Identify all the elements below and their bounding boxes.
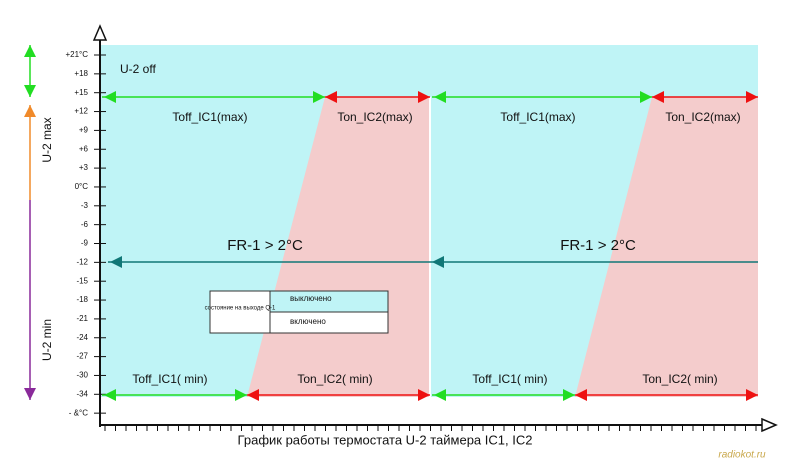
legend-text: выключено: [290, 294, 332, 303]
label: Toff_IC1( min): [472, 372, 547, 386]
y-tick-label: -18: [76, 295, 88, 304]
arrow-head: [746, 389, 758, 401]
x-arrow: [761, 417, 778, 433]
y-tick-label: +15: [74, 88, 88, 97]
label: Ton_IC2(max): [665, 110, 740, 124]
zone-label: U-2 max: [40, 117, 54, 162]
arrow-head: [24, 105, 36, 117]
arrow-head: [325, 91, 337, 103]
y-tick-label: - &°C: [69, 408, 88, 417]
arrow-head: [235, 389, 247, 401]
y-tick-label: -12: [76, 257, 88, 266]
arrow-head: [104, 389, 116, 401]
arrow-head: [24, 388, 36, 400]
y-tick-label: +3: [79, 163, 89, 172]
y-tick-label: +18: [74, 69, 88, 78]
arrow-head: [432, 256, 444, 268]
legend: состояние на выходе Q-1 выключено включе…: [205, 290, 389, 334]
y-arrow: [92, 24, 108, 41]
arrow-head: [640, 91, 652, 103]
y-tick-label: -30: [76, 371, 88, 380]
label: Toff_IC1(max): [500, 110, 575, 124]
arrow-head: [434, 389, 446, 401]
legend-text: включено: [290, 317, 326, 326]
y-tick-label: -3: [81, 201, 89, 210]
arrow-head: [418, 389, 430, 401]
zone-label: U-2 min: [40, 319, 54, 361]
arrow-head: [652, 91, 664, 103]
pink-zone: [575, 97, 758, 397]
arrow-head: [313, 91, 325, 103]
arrow-head: [24, 85, 36, 97]
y-tick-label: 0°C: [75, 182, 89, 191]
y-tick-label: +9: [79, 126, 89, 135]
y-tick-label: -15: [76, 276, 88, 285]
y-tick-label: -9: [81, 239, 89, 248]
legend-state: состояние на выходе Q-1: [205, 306, 276, 312]
label: Ton_IC2( min): [297, 372, 372, 386]
y-tick-label: +12: [74, 107, 88, 116]
label: Toff_IC1( min): [132, 372, 207, 386]
zone-label: U-2 off: [120, 62, 156, 76]
label: Ton_IC2(max): [337, 110, 412, 124]
y-tick-label: -24: [76, 333, 88, 342]
arrow-head: [563, 389, 575, 401]
arrow-head: [434, 91, 446, 103]
label: Toff_IC1(max): [172, 110, 247, 124]
y-tick-label: +6: [79, 144, 89, 153]
watermark: radiokot.ru: [718, 450, 766, 461]
y-tick-label: -6: [81, 220, 89, 229]
label: Ton_IC2( min): [642, 372, 717, 386]
label: FR-1 > 2°C: [227, 237, 303, 254]
arrow-head: [247, 389, 259, 401]
y-tick-label: -21: [76, 314, 88, 323]
y-tick-label: -34: [76, 389, 88, 398]
y-tick-label: +21°C: [65, 50, 88, 59]
arrow-head: [110, 256, 122, 268]
arrow-head: [418, 91, 430, 103]
arrow-head: [24, 45, 36, 57]
arrow-head: [575, 389, 587, 401]
off-zone: [100, 45, 758, 97]
label: FR-1 > 2°C: [560, 237, 636, 254]
arrow-head: [104, 91, 116, 103]
caption: График работы термостата U-2 таймера IC1…: [238, 432, 533, 447]
y-tick-label: -27: [76, 352, 88, 361]
arrow-head: [746, 91, 758, 103]
